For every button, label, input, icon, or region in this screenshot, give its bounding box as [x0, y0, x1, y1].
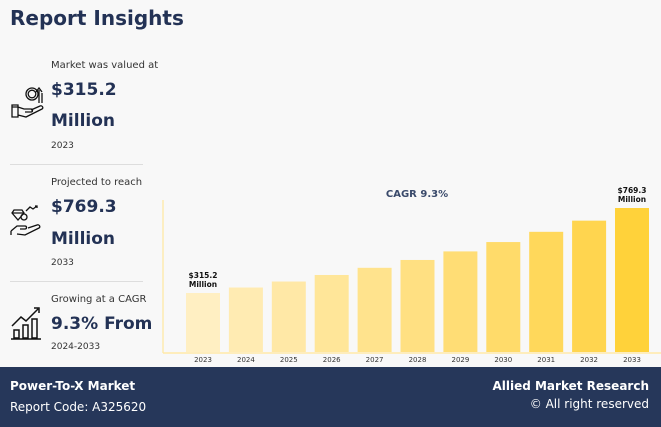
stat-year: 2023 — [51, 141, 74, 151]
x-tick-label: 2029 — [451, 356, 469, 364]
stat-year: 2024-2033 — [51, 342, 101, 352]
page-title: Report Insights — [10, 6, 184, 30]
growth-chart-icon — [11, 307, 41, 340]
x-tick-label: 2023 — [194, 356, 212, 364]
x-tick-label: 2025 — [280, 356, 298, 364]
bar-2029 — [443, 251, 478, 352]
stat-unit: Million — [51, 111, 116, 131]
stat-market-value: Market was valued at $315.2 Million 2023 — [10, 58, 158, 158]
stat-year: 2033 — [51, 258, 74, 268]
stat-label: Projected to reach — [51, 177, 143, 188]
bar-2023 — [186, 292, 220, 352]
x-tick-label: 2028 — [409, 356, 427, 364]
divider — [10, 281, 143, 282]
bar-2028 — [400, 259, 435, 352]
brand-name: Allied Market Research — [492, 379, 649, 393]
x-tick-label: 2033 — [623, 356, 641, 364]
copyright: © All right reserved — [529, 397, 649, 411]
diamond-hand-icon — [10, 205, 41, 236]
report-code: Report Code: A325620 — [10, 400, 147, 414]
data-label: $315.2 — [189, 271, 218, 280]
x-tick-label: 2032 — [580, 356, 598, 364]
money-hand-icon — [11, 86, 44, 118]
bar-2032 — [572, 220, 607, 352]
stat-projected-value: Projected to reach $769.3 Million 2033 — [10, 175, 145, 275]
stat-cagr: Growing at a CAGR 9.3% From 2024-2033 — [10, 292, 152, 362]
data-label: Million — [618, 195, 646, 204]
data-label: Million — [189, 280, 217, 289]
bar-2026 — [314, 274, 349, 352]
x-tick-label: 2026 — [323, 356, 341, 364]
bar-2024 — [228, 287, 263, 352]
chart-title: CAGR 9.3% — [386, 189, 448, 200]
x-tick-label: 2027 — [366, 356, 384, 364]
stat-value: $769.3 — [51, 197, 117, 217]
x-tick-label: 2030 — [494, 356, 512, 364]
bar-2030 — [486, 242, 521, 352]
divider — [10, 164, 143, 165]
bar-2033 — [615, 208, 649, 352]
stat-value: 9.3% From — [51, 314, 153, 334]
market-name: Power-To-X Market — [10, 379, 136, 393]
bar-2025 — [271, 281, 306, 352]
bar-2031 — [529, 231, 564, 352]
bar-2027 — [357, 267, 392, 352]
data-label: $769.3 — [618, 186, 647, 195]
x-tick-label: 2024 — [237, 356, 255, 364]
stat-label: Market was valued at — [51, 60, 159, 71]
stat-unit: Million — [51, 229, 116, 249]
stat-label: Growing at a CAGR — [51, 294, 147, 305]
x-tick-label: 2031 — [537, 356, 555, 364]
stat-value: $315.2 — [51, 80, 117, 100]
footer: Power-To-X Market Report Code: A325620 A… — [0, 367, 661, 427]
